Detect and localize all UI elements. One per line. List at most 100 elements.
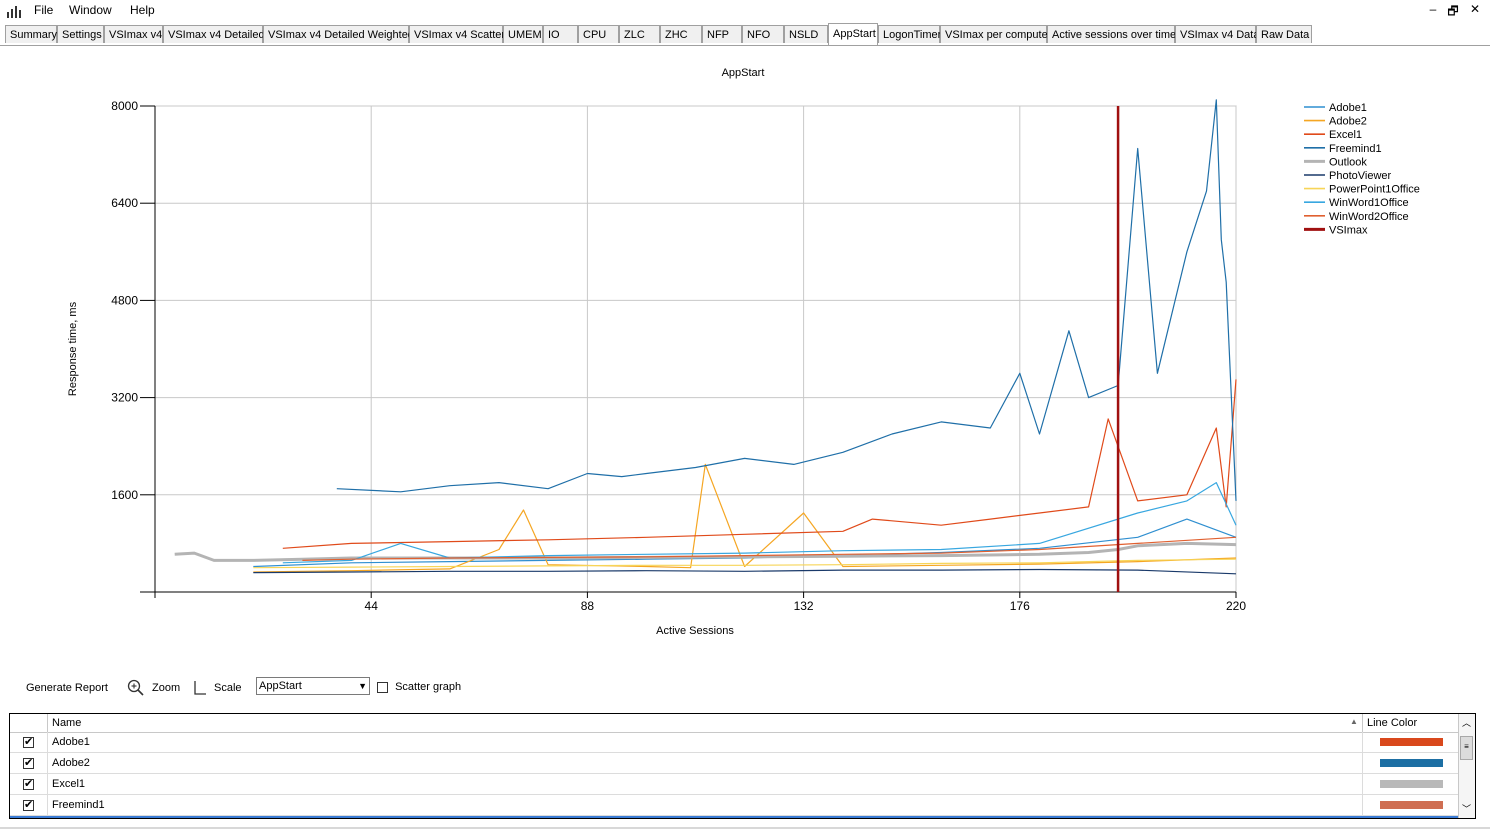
table-row[interactable]: Adobe1 (10, 732, 1460, 753)
legend-label-winword2office: WinWord2Office (1329, 211, 1409, 223)
row-name: Freemind1 (52, 799, 105, 811)
tab-nfp[interactable]: NFP (702, 25, 742, 43)
grid-header-divider (1362, 714, 1363, 732)
legend-label-powerpoint1office: PowerPoint1Office (1329, 184, 1420, 196)
scatter-graph-checkbox-box[interactable] (377, 681, 388, 693)
table-row[interactable]: Freemind1 (10, 795, 1460, 816)
y-tick-label: 8000 (111, 99, 138, 113)
x-tick-label: 88 (581, 599, 595, 613)
row-name: Excel1 (52, 778, 86, 790)
chevron-down-icon: ▼ (358, 681, 367, 691)
tab-nfo[interactable]: NFO (742, 25, 784, 43)
tab-active-sessions-over-time[interactable]: Active sessions over time (1047, 25, 1176, 43)
generate-report-button[interactable]: Generate Report (26, 682, 108, 694)
appstart-chart: AppStart 44 88 132 176 220 1600 3200 4800 6400 80… (67, 67, 1420, 637)
chart-series (174, 99, 1237, 575)
zoom-button[interactable]: Zoom (152, 682, 181, 694)
menu-help[interactable]: Help (130, 3, 155, 17)
tab-settings[interactable]: Settings (57, 25, 104, 43)
y-axis-label: Response time, ms (67, 301, 79, 396)
x-axis-label: Active Sessions (656, 625, 734, 637)
tab-zhc[interactable]: ZHC (660, 25, 702, 43)
scroll-down-icon[interactable]: ﹀ (1462, 804, 1472, 814)
chart-controls: Generate Report Zoom Scale AppStart ▼ Sc… (0, 674, 1490, 702)
tab-vsimax-v4-detailed-weighted[interactable]: VSImax v4 Detailed Weighted (263, 25, 414, 43)
y-tick-label: 1600 (111, 488, 138, 502)
row-visibility-checkbox[interactable] (23, 735, 34, 749)
grid-scrollbar[interactable]: ︿ ≡ ﹀ (1458, 714, 1475, 818)
legend-label-outlook: Outlook (1329, 156, 1367, 168)
sort-ascending-icon: ▲ (1350, 717, 1358, 726)
chart-axes (140, 106, 1236, 598)
grid-header-name[interactable]: Name (52, 717, 82, 729)
tab-vsimax-v4-detailed[interactable]: VSImax v4 Detailed (163, 25, 265, 43)
tab-vsimax-per-computer[interactable]: VSImax per computer (940, 25, 1051, 43)
x-tick-label: 132 (794, 599, 814, 613)
restore-button[interactable]: 🗗 (1447, 4, 1459, 18)
legend-label-photoviewer: PhotoViewer (1329, 170, 1392, 182)
row-check-cell (10, 795, 48, 815)
row-divider (1362, 774, 1363, 794)
tab-vsimax-v4[interactable]: VSImax v4 (104, 25, 163, 43)
legend-label-excel1: Excel1 (1329, 129, 1362, 141)
series-line-excel1 (282, 379, 1237, 549)
row-divider (1362, 795, 1363, 815)
series-line-freemind1 (336, 99, 1237, 501)
scale-button[interactable]: Scale (214, 682, 242, 694)
series-line-powerpoint1office (253, 558, 1237, 569)
tab-appstart[interactable]: AppStart (828, 23, 878, 45)
close-button[interactable]: ✕ (1469, 2, 1481, 16)
legend-label-vsimax: VSImax (1329, 224, 1368, 236)
grid-header-check (10, 714, 48, 732)
tab-nsld[interactable]: NSLD (784, 25, 828, 43)
tab-vsimax-v4-scatter[interactable]: VSImax v4 Scatter (409, 25, 505, 43)
scrollbar-thumb[interactable]: ≡ (1460, 736, 1473, 760)
series-line-outlook (174, 541, 1237, 562)
series-grid: Name ▲ Line Color Adobe1 Adobe2 Excel1 Free… (9, 713, 1476, 819)
table-row[interactable]: Excel1 (10, 774, 1460, 795)
y-tick-label: 6400 (111, 196, 138, 210)
tab-logontimer[interactable]: LogonTimer (878, 25, 941, 43)
x-tick-label: 44 (365, 599, 379, 613)
minimize-button[interactable]: – (1429, 2, 1437, 16)
row-line-color-swatch[interactable] (1380, 780, 1443, 788)
tab-summary[interactable]: Summary (5, 25, 57, 43)
scale-axis-icon[interactable] (193, 680, 207, 696)
chart-type-dropdown[interactable]: AppStart ▼ (256, 677, 370, 695)
x-tick-label: 220 (1226, 599, 1246, 613)
row-line-color-swatch[interactable] (1380, 759, 1443, 767)
row-selection-indicator (10, 816, 1460, 818)
row-name: Adobe1 (52, 736, 90, 748)
grid-header: Name ▲ Line Color (10, 714, 1460, 733)
scatter-graph-checkbox[interactable]: Scatter graph (377, 681, 461, 693)
bottom-divider (0, 827, 1490, 829)
row-visibility-checkbox[interactable] (23, 756, 34, 770)
row-visibility-checkbox[interactable] (23, 777, 34, 791)
tab-raw-data[interactable]: Raw Data (1256, 25, 1312, 43)
y-tick-label: 4800 (111, 293, 138, 307)
row-divider (1362, 753, 1363, 773)
app-bar-chart-icon (7, 6, 21, 18)
row-check-cell (10, 774, 48, 794)
grid-header-line-color[interactable]: Line Color (1367, 717, 1418, 729)
legend-label-freemind1: Freemind1 (1329, 143, 1382, 155)
tab-io[interactable]: IO (543, 25, 578, 43)
menu-file[interactable]: File (34, 3, 54, 17)
row-line-color-swatch[interactable] (1380, 801, 1443, 809)
row-line-color-swatch[interactable] (1380, 738, 1443, 746)
tab-zlc[interactable]: ZLC (619, 25, 660, 43)
menu-bar: File Window Help – 🗗 ✕ (0, 0, 1490, 22)
series-line-winword2office (302, 536, 1237, 561)
tab-cpu[interactable]: CPU (578, 25, 619, 43)
legend-label-winword1office: WinWord1Office (1329, 197, 1409, 209)
tab-vsimax-v4-data[interactable]: VSImax v4 Data (1175, 25, 1259, 43)
zoom-icon[interactable] (127, 679, 145, 697)
tab-umem[interactable]: UMEM (503, 25, 543, 43)
table-row[interactable]: Adobe2 (10, 753, 1460, 774)
scroll-up-icon[interactable]: ︿ (1462, 718, 1472, 728)
series-line-photoviewer (253, 568, 1237, 575)
menu-window[interactable]: Window (69, 3, 112, 17)
x-tick-label: 176 (1010, 599, 1030, 613)
row-visibility-checkbox[interactable] (23, 798, 34, 812)
